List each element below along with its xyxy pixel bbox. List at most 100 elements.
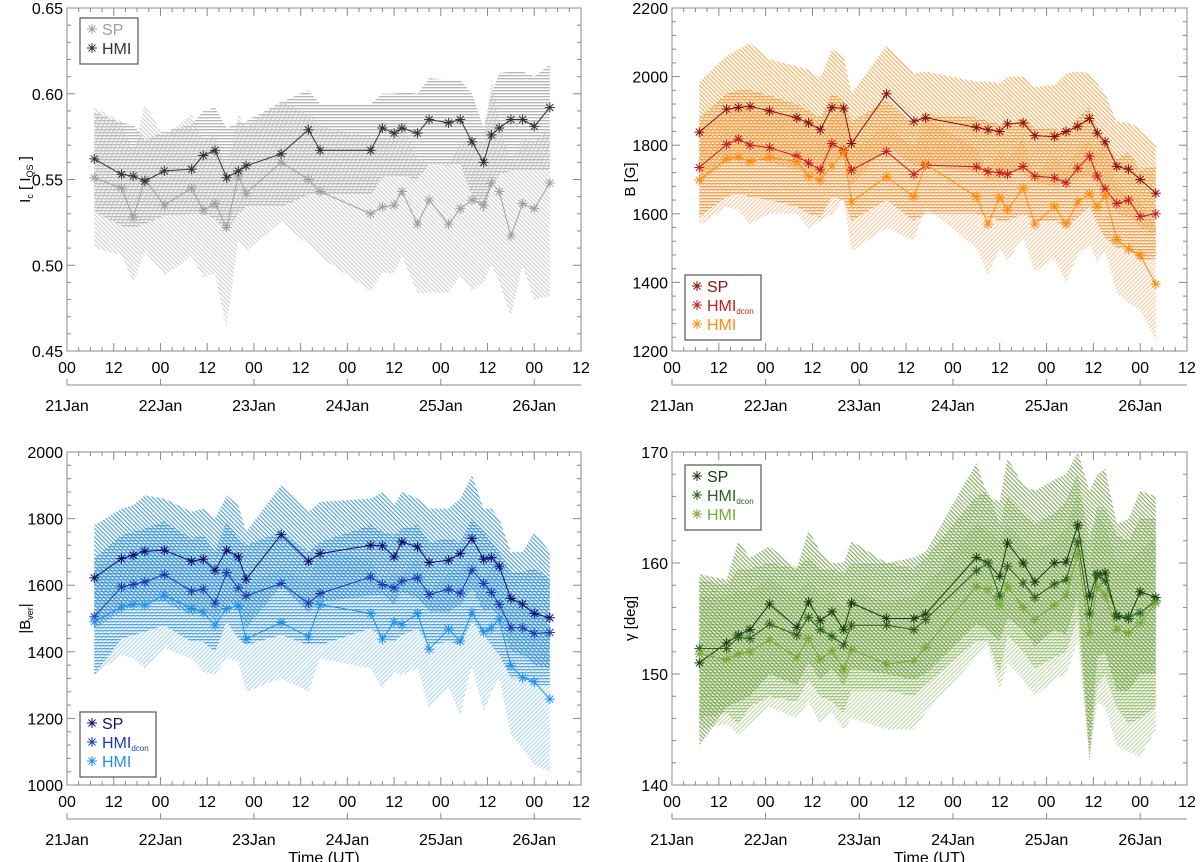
legend-marker-icon: [87, 718, 97, 728]
data-point: [233, 165, 244, 176]
data-point: [815, 615, 826, 626]
x-tick-label: 00: [1131, 794, 1149, 811]
data-point: [1123, 611, 1134, 622]
legend-item: HMIdcon: [692, 488, 754, 506]
x-tick-label: 12: [897, 794, 915, 811]
data-point: [791, 622, 802, 633]
data-point: [1029, 614, 1040, 625]
data-point: [396, 576, 407, 587]
data-point: [791, 156, 802, 167]
data-point: [846, 597, 857, 608]
data-point: [221, 172, 232, 183]
data-point: [116, 553, 127, 564]
data-point: [89, 616, 100, 627]
legend-marker-icon: [87, 43, 97, 53]
y-ticks: [672, 451, 1187, 786]
data-point: [412, 219, 423, 230]
y-tick-label: 1600: [27, 578, 63, 595]
x-tick-label: 12: [710, 360, 728, 377]
data-point: [389, 200, 400, 211]
data-point: [815, 175, 826, 186]
data-point: [1100, 189, 1111, 200]
data-point: [721, 104, 732, 115]
legend-item: HMIdcon: [87, 735, 149, 753]
data-point: [1029, 592, 1040, 603]
data-point: [983, 219, 994, 230]
legend-item: HMIdcon: [692, 298, 754, 316]
data-point: [478, 554, 489, 565]
data-point: [1061, 219, 1072, 230]
data-point: [544, 177, 555, 188]
data-point: [881, 146, 892, 157]
x-tick-label: 12: [198, 360, 216, 377]
x-tick-label: 12: [1178, 360, 1196, 377]
data-point: [791, 652, 802, 663]
data-point: [455, 588, 466, 599]
data-point: [389, 582, 400, 593]
data-point: [303, 174, 314, 185]
data-point: [303, 631, 314, 642]
data-point: [529, 628, 540, 639]
data-point: [826, 160, 837, 171]
data-point: [276, 578, 287, 589]
data-point: [1084, 627, 1095, 638]
x-tick-label: 12: [897, 360, 915, 377]
legend-marker-icon: [87, 737, 97, 747]
series-sp: [694, 88, 1161, 199]
data-point: [128, 212, 139, 223]
data-point: [803, 171, 814, 182]
data-point: [846, 620, 857, 631]
data-point: [424, 195, 435, 206]
data-point: [803, 117, 814, 128]
data-point: [1049, 201, 1060, 212]
data-point: [209, 198, 220, 209]
data-point: [1002, 538, 1013, 549]
data-point: [694, 127, 705, 138]
date-label: 22Jan: [744, 398, 788, 415]
data-point: [1072, 163, 1083, 174]
data-point: [89, 172, 100, 183]
data-point: [424, 644, 435, 655]
data-point: [159, 200, 170, 211]
x-tick-label: 00: [525, 360, 543, 377]
data-point: [694, 657, 705, 668]
data-point: [838, 640, 849, 651]
data-point: [389, 551, 400, 562]
data-point: [198, 554, 209, 565]
legend-label: HMIdcon: [707, 488, 754, 506]
data-point: [971, 191, 982, 202]
data-point: [159, 569, 170, 580]
data-point: [920, 609, 931, 620]
x-tick-label: 00: [1038, 794, 1056, 811]
data-point: [529, 121, 540, 132]
data-point: [424, 557, 435, 568]
y-tick-label: 2200: [632, 1, 668, 18]
x-tick-label: 12: [198, 794, 216, 811]
x-tick-label: 00: [663, 794, 681, 811]
data-point: [517, 114, 528, 125]
series-hmi: [694, 147, 1161, 290]
data-point: [455, 636, 466, 647]
series-line: [93, 569, 550, 635]
date-label: 25Jan: [419, 832, 463, 849]
data-point: [1061, 590, 1072, 601]
y-tick-label: 0.50: [32, 258, 63, 275]
data-point: [233, 582, 244, 593]
x-tick-label: 00: [663, 360, 681, 377]
y-tick-label: 1400: [27, 645, 63, 662]
data-point: [908, 613, 919, 624]
legend-item: HMI: [87, 754, 131, 771]
data-point: [983, 584, 994, 595]
data-point: [303, 124, 314, 135]
data-point: [517, 622, 528, 633]
data-point: [920, 112, 931, 123]
data-point: [1049, 579, 1060, 590]
data-point: [803, 158, 814, 169]
band-sp: [699, 452, 1156, 752]
y-tick-label: 0.55: [32, 173, 63, 190]
data-point: [198, 584, 209, 595]
data-point: [443, 624, 454, 635]
x-tick-label: 12: [804, 360, 822, 377]
data-point: [764, 619, 775, 630]
x-tick-label: 12: [710, 794, 728, 811]
